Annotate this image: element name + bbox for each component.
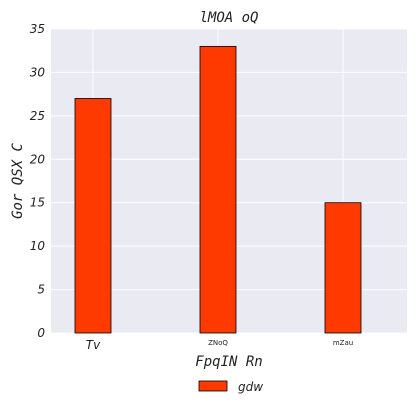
y-axis-ticks: 0 5 10 15 20 25 30 35 bbox=[30, 22, 46, 340]
bars bbox=[74, 45, 362, 334]
y-tick-label: 10 bbox=[30, 239, 46, 253]
x-axis-label: FpqIN Rn bbox=[195, 354, 262, 370]
y-axis-label: Gor QSX C bbox=[10, 143, 26, 219]
y-tick-label: 15 bbox=[30, 196, 45, 210]
bar-znoq bbox=[199, 45, 237, 334]
y-tick-label: 5 bbox=[37, 283, 45, 297]
y-tick-label: 35 bbox=[30, 22, 45, 36]
x-tick-label: mZau bbox=[333, 339, 353, 347]
x-tick-label: Tv bbox=[86, 338, 101, 352]
bar-mzau bbox=[324, 202, 362, 334]
y-tick-label: 25 bbox=[30, 109, 45, 123]
legend-label: gdw bbox=[238, 380, 263, 394]
x-axis-ticks: Tv ZNoQ mZau bbox=[86, 338, 353, 352]
y-tick-label: 30 bbox=[30, 65, 46, 79]
y-tick-label: 0 bbox=[37, 326, 45, 340]
chart-title: lMOA oQ bbox=[199, 10, 258, 26]
legend: gdw bbox=[198, 380, 263, 394]
bar-tv bbox=[74, 98, 112, 334]
legend-swatch bbox=[198, 380, 228, 392]
y-tick-label: 20 bbox=[30, 152, 46, 166]
x-tick-label: ZNoQ bbox=[208, 339, 228, 347]
